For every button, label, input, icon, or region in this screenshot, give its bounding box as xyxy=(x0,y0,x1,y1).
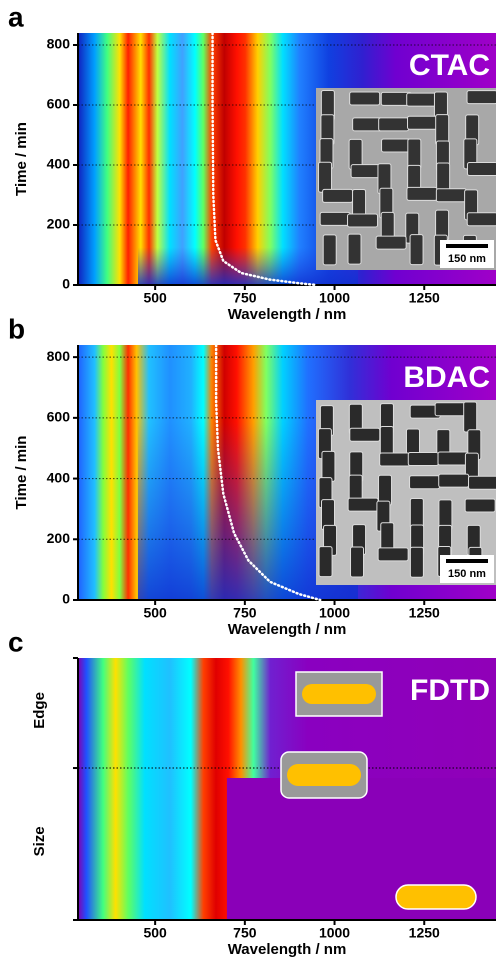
y-axis-title: Time / min xyxy=(13,436,30,510)
nanorod xyxy=(435,403,465,416)
panel-label: c xyxy=(8,626,24,657)
nanorod xyxy=(410,547,423,577)
nanorod xyxy=(408,139,421,169)
y-category-label: Size xyxy=(31,826,48,856)
x-tick-label: 1250 xyxy=(409,290,440,306)
y-tick-label: 400 xyxy=(47,156,71,172)
nanorod xyxy=(465,499,495,512)
nanorod xyxy=(348,214,378,227)
y-tick-label: 200 xyxy=(47,530,71,546)
nanorod xyxy=(323,189,353,202)
nanorod xyxy=(351,547,364,577)
nanorod xyxy=(410,499,423,529)
nanorod xyxy=(323,235,336,265)
y-axis-title: Time / min xyxy=(13,122,30,196)
rod-icon xyxy=(396,885,476,909)
nanorod xyxy=(382,139,412,152)
rod-icon xyxy=(287,764,361,786)
nanorod xyxy=(436,189,466,202)
nanorod xyxy=(410,235,423,265)
nanorod xyxy=(464,402,477,432)
scale-bar-label: 150 nm xyxy=(448,253,486,265)
x-tick-label: 1000 xyxy=(319,605,350,621)
x-tick-label: 750 xyxy=(233,925,257,941)
nanorod xyxy=(322,451,335,481)
x-axis-title: Wavelength / nm xyxy=(228,941,347,958)
nanorod xyxy=(348,234,361,264)
nanorod xyxy=(320,212,350,225)
nanorod xyxy=(350,92,380,105)
nanorod xyxy=(467,91,496,104)
nanorod xyxy=(380,453,410,466)
nanorod xyxy=(407,187,437,200)
x-tick-label: 500 xyxy=(143,290,167,306)
nanorod xyxy=(351,165,381,178)
y-category-label: Edge xyxy=(31,692,48,729)
nanorod xyxy=(408,116,438,129)
annotation: FDTD xyxy=(410,674,490,707)
y-tick-label: 600 xyxy=(47,409,71,425)
nanorod xyxy=(376,236,406,249)
x-tick-label: 1250 xyxy=(409,925,440,941)
x-tick-label: 500 xyxy=(143,605,167,621)
nanorod xyxy=(319,162,332,192)
nanorod xyxy=(467,163,496,176)
y-tick-label: 0 xyxy=(62,276,70,292)
nanorod xyxy=(469,476,496,489)
y-tick-label: 0 xyxy=(62,591,70,607)
annotation: BDAC xyxy=(403,361,490,394)
x-tick-label: 1000 xyxy=(319,290,350,306)
nanorod xyxy=(438,452,468,465)
nanorod xyxy=(378,548,408,561)
nanorod xyxy=(467,213,496,226)
x-tick-label: 500 xyxy=(143,925,167,941)
panel-label: a xyxy=(8,1,24,32)
nanorod xyxy=(408,453,438,466)
nanorod xyxy=(350,428,380,441)
x-tick-label: 750 xyxy=(233,605,257,621)
nanorod xyxy=(379,118,409,131)
nanorod xyxy=(380,426,393,456)
nanorod xyxy=(319,547,332,577)
figure: a CTAC 500 750 1000 1250 Wavelength / nm 0 200 40… xyxy=(0,0,496,969)
x-axis-title: Wavelength / nm xyxy=(228,306,347,323)
nanorod xyxy=(410,476,440,489)
nanorod xyxy=(348,498,378,511)
page: {"chart_data": [ {"type": "heatmap", "pa… xyxy=(0,0,496,969)
rod-icon xyxy=(302,684,376,704)
x-axis-title: Wavelength / nm xyxy=(228,621,347,638)
nanorod xyxy=(436,115,449,145)
annotation: CTAC xyxy=(409,49,490,82)
y-tick-label: 200 xyxy=(47,216,71,232)
nanorod xyxy=(353,118,383,131)
x-tick-label: 1000 xyxy=(319,925,350,941)
nanorod xyxy=(439,474,469,487)
scale-bar-label: 150 nm xyxy=(448,568,486,580)
x-tick-label: 1250 xyxy=(409,605,440,621)
y-tick-label: 400 xyxy=(47,469,71,485)
nanorod xyxy=(407,93,437,106)
panel-label: b xyxy=(8,313,25,344)
y-tick-label: 600 xyxy=(47,96,71,112)
y-tick-label: 800 xyxy=(47,36,71,52)
y-tick-label: 800 xyxy=(47,348,71,364)
x-tick-label: 750 xyxy=(233,290,257,306)
